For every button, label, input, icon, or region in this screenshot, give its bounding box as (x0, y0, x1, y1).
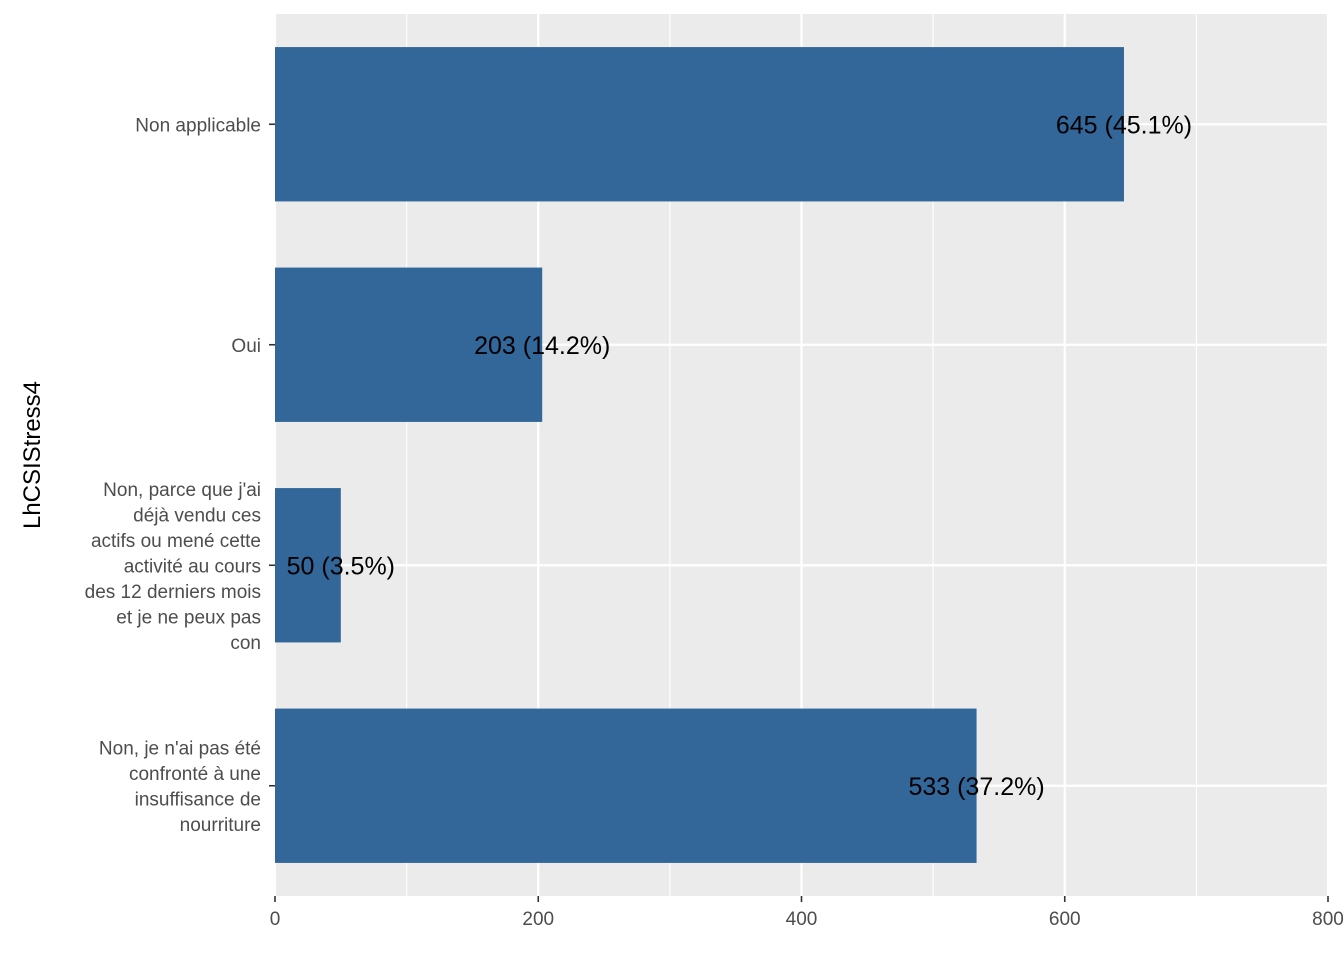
y-category-label-line: Non applicable (135, 115, 261, 136)
y-category-label-line: Non, je n'ai pas été (99, 739, 261, 760)
y-category-label-line: et je ne peux pas (116, 607, 261, 628)
bar (275, 267, 543, 422)
x-tick-label: 200 (522, 909, 554, 930)
bar (275, 47, 1124, 202)
y-category-label-line: actifs ou mené cette (91, 531, 261, 552)
data-labels: 645 (45.1%) 203 (14.2%) 50 (3.5%) 533 (37.2… (287, 111, 1192, 801)
y-category-label: Non, parce que j'ai déjà vendu ces actifs … (85, 480, 261, 654)
y-axis-ticks (269, 123, 275, 787)
y-category-label-line: con (230, 633, 261, 654)
data-label: 50 (3.5%) (287, 552, 395, 580)
y-category-label-line: déjà vendu ces (133, 505, 261, 526)
y-axis-category-labels: Non applicable Oui Non, parce que j'ai déjà… (85, 115, 261, 836)
x-tick-label: 0 (270, 909, 281, 930)
x-axis-ticks (274, 896, 1329, 902)
y-axis-title: LhCSIStress4 (19, 381, 46, 529)
y-category-label-line: des 12 derniers mois (85, 582, 261, 603)
x-tick-label: 400 (786, 909, 818, 930)
x-tick-label: 800 (1312, 909, 1344, 930)
bar (275, 488, 341, 643)
data-label: 645 (45.1%) (1056, 111, 1192, 139)
data-label: 533 (37.2%) (908, 773, 1044, 801)
bar (275, 708, 977, 863)
y-category-label-line: Oui (231, 336, 261, 357)
y-category-label-line: activité au cours (124, 556, 261, 577)
bars (275, 47, 1124, 863)
y-category-label-line: confronté à une (129, 764, 261, 785)
y-category-label: Oui (231, 336, 261, 357)
y-category-label: Non, je n'ai pas été confronté à une insuf… (99, 739, 261, 837)
y-category-label-line: insuffisance de (135, 790, 261, 811)
x-tick-label: 600 (1049, 909, 1081, 930)
x-axis-tick-labels: 0 200 400 600 800 (270, 909, 1344, 930)
data-label: 203 (14.2%) (474, 332, 610, 360)
y-category-label-line: Non, parce que j'ai (103, 480, 261, 501)
y-category-label-line: nourriture (180, 815, 261, 836)
y-category-label: Non applicable (135, 115, 261, 136)
